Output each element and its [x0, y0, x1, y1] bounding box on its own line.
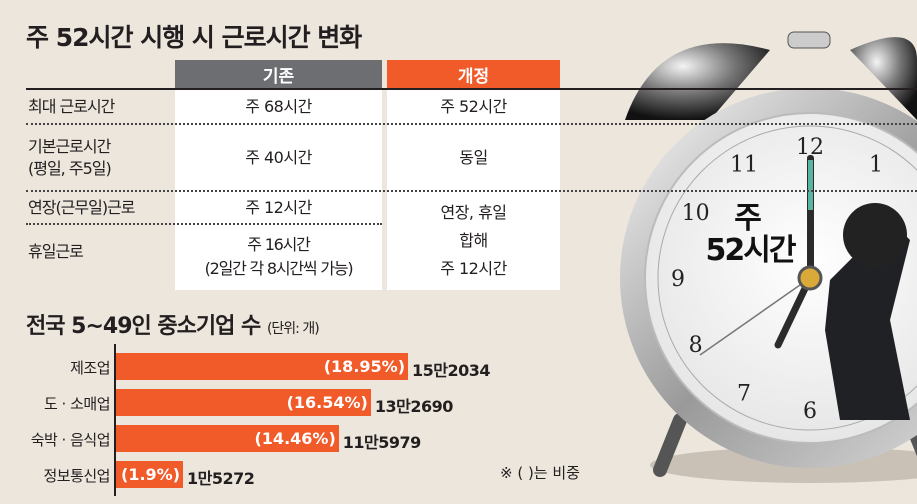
bar: (18.95%)	[116, 353, 408, 380]
clock-number: 11	[730, 153, 758, 178]
clock-number: 6	[803, 399, 817, 424]
clock-button	[787, 31, 831, 49]
category-label: 도 · 소매업	[43, 395, 111, 413]
share-label: (18.95%)	[323, 357, 405, 376]
row-label: 휴일근로	[28, 242, 84, 261]
right-bell-icon	[850, 37, 917, 121]
cell-before: 주 12시간	[245, 197, 312, 217]
clock-number: 1	[869, 153, 883, 178]
left-bell-icon	[625, 43, 770, 120]
value-label: 1만5272	[187, 469, 255, 488]
value-label: 13만2690	[374, 397, 454, 416]
cell-after: 동일	[459, 147, 488, 167]
cell-before: 주 16시간 (2일간 각 8시간씩 가능)	[204, 235, 354, 278]
bar: (16.54%)	[116, 389, 371, 416]
category-label: 정보통신업	[43, 467, 110, 485]
clock-text-line1: 주	[734, 201, 762, 236]
left-leg	[653, 413, 687, 477]
alarm-clock-illustration: 121234567891011 주 52시간	[620, 31, 917, 483]
category-label: 제조업	[70, 359, 110, 377]
header-rule	[26, 88, 917, 90]
share-label: (16.54%)	[286, 393, 368, 412]
chart-note: ※ ( )는 비중	[500, 464, 580, 482]
businessman-figure	[825, 220, 910, 420]
clock-center	[797, 265, 823, 291]
chart-title: 전국 5~49인 중소기업 수 (단위: 개)	[26, 314, 320, 339]
value-label: 15만2034	[412, 361, 491, 380]
cell-after-merged: 연장, 휴일 합해 주 12시간	[440, 203, 507, 278]
clock-text-line2: 52시간	[706, 233, 797, 268]
divider	[26, 190, 917, 192]
bar: (1.9%)	[116, 461, 183, 488]
cell-before: 주 68시간	[245, 96, 312, 116]
clock-number: 7	[737, 381, 751, 406]
header-after: 개정	[387, 60, 560, 88]
row-label: 기본근로시간 (평일, 주5일)	[28, 136, 112, 178]
header-before: 기존	[175, 60, 382, 88]
share-label: (1.9%)	[121, 465, 180, 484]
divider	[26, 123, 917, 125]
chart-unit: (단위: 개)	[266, 321, 320, 337]
row-label: 연장(근무일)근로	[28, 197, 136, 217]
y-axis	[114, 344, 116, 496]
row-label: 최대 근로시간	[28, 96, 115, 116]
cell-before: 주 40시간	[245, 147, 312, 167]
second-hand	[699, 277, 811, 356]
clock-number: 8	[689, 333, 703, 358]
divider	[26, 223, 382, 225]
cell-after: 주 52시간	[440, 96, 507, 116]
value-label: 11만5979	[342, 433, 422, 452]
category-label: 숙박 · 음식업	[30, 431, 111, 449]
share-label: (14.46%)	[254, 429, 336, 448]
clock-number: 10	[682, 201, 710, 226]
clock-number: 9	[671, 267, 685, 292]
table-title: 주 52시간 시행 시 근로시간 변화	[26, 23, 362, 52]
bar: (14.46%)	[116, 425, 339, 452]
